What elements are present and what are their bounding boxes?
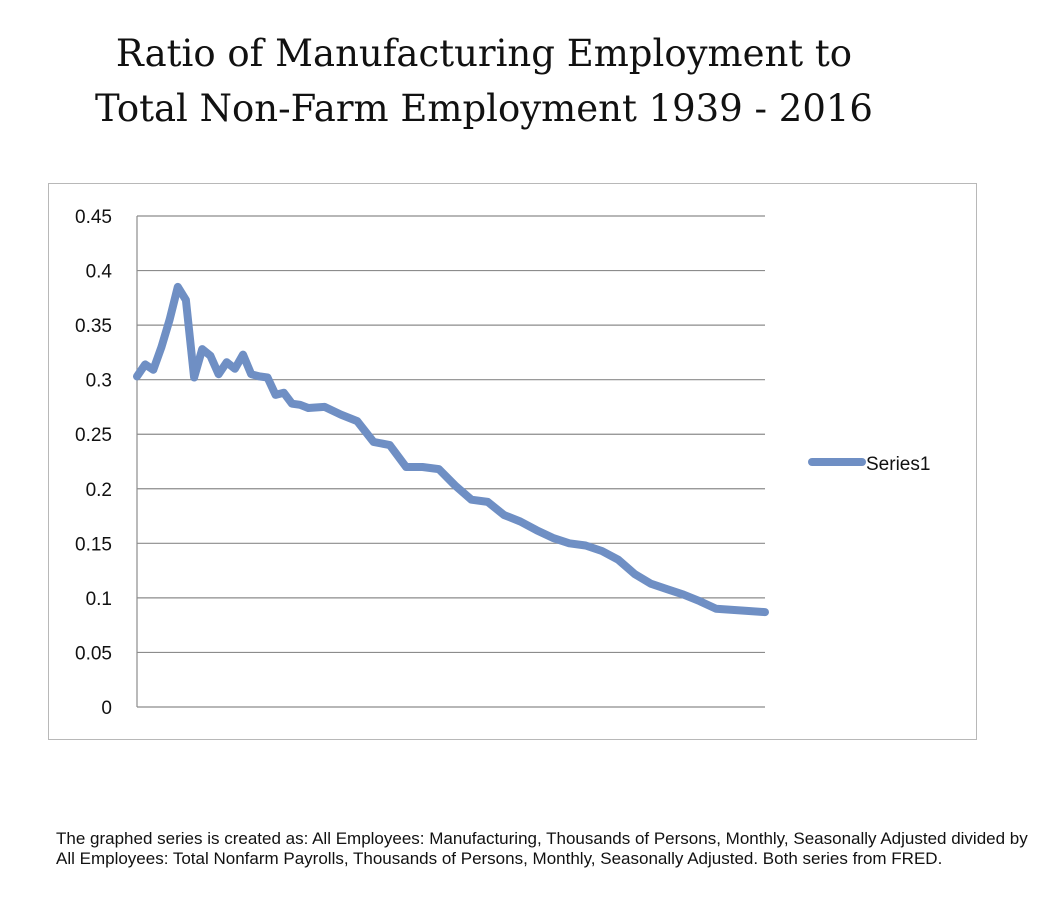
- y-tick-label: 0.1: [86, 589, 112, 610]
- grid-lines: [136, 215, 765, 708]
- data-point: [296, 401, 304, 409]
- legend-label: Series1: [866, 454, 930, 475]
- data-point: [516, 518, 524, 525]
- data-point: [133, 372, 141, 380]
- y-tick-label: 0.05: [75, 643, 112, 664]
- data-point: [158, 343, 165, 351]
- data-point: [206, 352, 214, 360]
- data-point: [565, 539, 573, 547]
- data-point: [696, 597, 704, 605]
- data-point: [598, 547, 606, 555]
- data-point: [190, 374, 198, 381]
- chart-title: Ratio of Manufacturing Employment to Tot…: [0, 26, 968, 136]
- data-point: [451, 482, 459, 489]
- data-point: [223, 358, 231, 366]
- data-point: [255, 372, 263, 380]
- data-point: [182, 296, 190, 304]
- y-tick-label: 0.4: [86, 262, 113, 283]
- legend: Series1: [808, 454, 930, 475]
- data-point: [141, 360, 149, 368]
- data-point: [761, 608, 769, 616]
- data-point: [239, 351, 247, 359]
- data-point: [467, 496, 475, 504]
- data-point: [386, 441, 394, 449]
- data-point: [631, 570, 638, 578]
- y-tick-label: 0.3: [86, 371, 112, 392]
- y-tick-label: 0: [101, 698, 112, 719]
- data-point: [647, 580, 655, 588]
- data-point: [174, 283, 182, 291]
- data-point: [247, 370, 255, 378]
- data-point: [166, 316, 174, 324]
- data-point: [231, 365, 239, 373]
- y-tick-label: 0.45: [75, 207, 112, 228]
- data-point: [419, 463, 426, 471]
- data-point: [272, 391, 280, 399]
- data-point: [745, 607, 753, 615]
- data-point: [215, 370, 223, 378]
- data-point: [198, 345, 206, 353]
- data-point: [549, 534, 557, 542]
- data-point: [582, 542, 590, 549]
- series-line: [133, 282, 769, 617]
- data-point: [663, 585, 671, 593]
- data-point: [149, 366, 157, 374]
- data-point: [402, 463, 410, 471]
- y-axis-ticks: 0 0.05 0.1 0.15 0.2 0.25 0.3 0.35 0.4 0.45: [75, 207, 112, 719]
- data-point: [337, 411, 345, 419]
- series-lines: [133, 282, 769, 617]
- chart-title-line-1: Ratio of Manufacturing Employment to: [115, 32, 853, 75]
- y-tick-label: 0.15: [75, 534, 112, 555]
- y-tick-label: 0.25: [75, 425, 112, 446]
- data-point: [712, 605, 720, 613]
- chart-title-line-2: Total Non-Farm Employment 1939 - 2016: [95, 87, 873, 130]
- data-point: [679, 591, 687, 599]
- series-points: [133, 283, 769, 616]
- data-point: [728, 606, 736, 614]
- y-tick-label: 0.35: [75, 316, 112, 337]
- data-point: [484, 498, 492, 506]
- data-point: [264, 374, 271, 381]
- data-point: [304, 404, 312, 412]
- data-point: [321, 403, 329, 411]
- data-point: [370, 438, 377, 446]
- data-point: [280, 389, 288, 397]
- source-note: The graphed series is created as: All Em…: [56, 829, 1028, 868]
- data-point: [614, 556, 622, 564]
- data-point: [353, 417, 361, 425]
- data-point: [435, 465, 443, 473]
- data-point: [288, 400, 296, 408]
- data-point: [500, 511, 508, 519]
- y-tick-label: 0.2: [86, 480, 112, 501]
- data-point: [533, 526, 541, 534]
